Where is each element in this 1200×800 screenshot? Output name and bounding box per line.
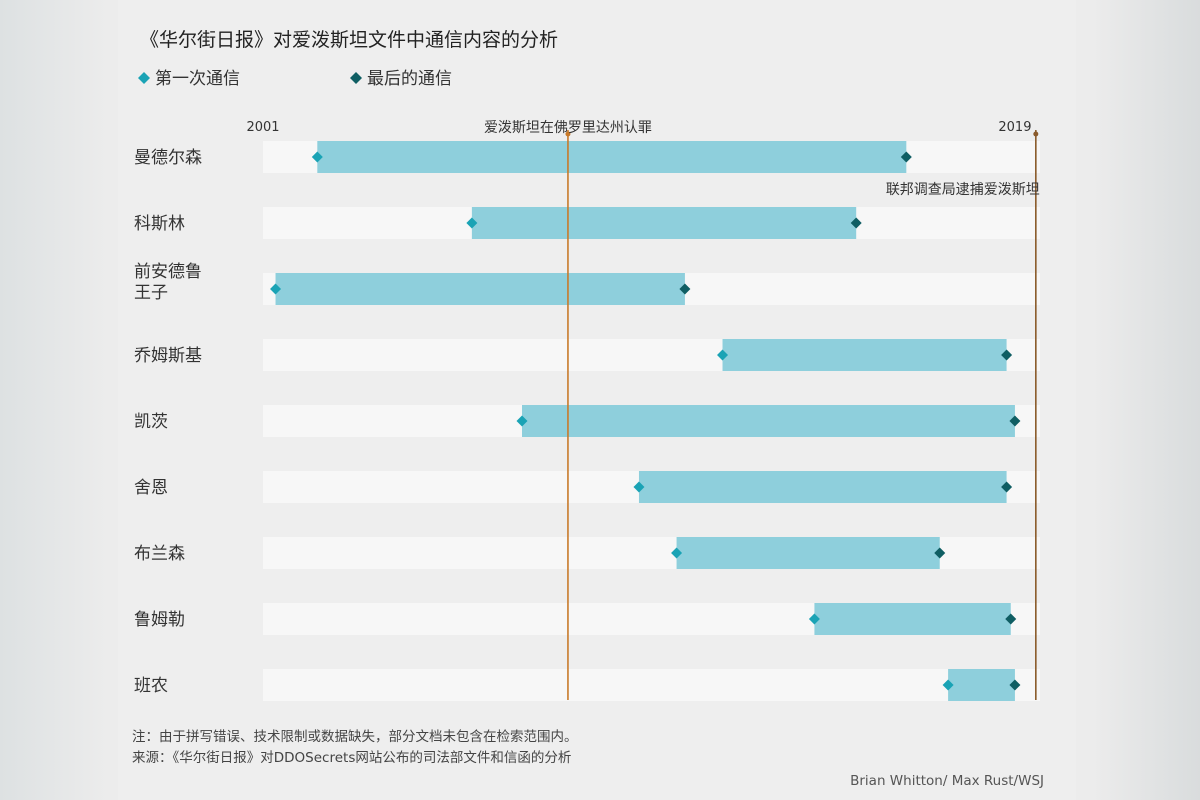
range-bar (948, 669, 1015, 701)
first-contact-marker (466, 217, 478, 229)
chart-title: 《华尔街日报》对爱泼斯坦文件中通信内容的分析 (140, 29, 558, 51)
first-contact-marker (270, 283, 282, 295)
range-bar (722, 339, 1007, 371)
row-label: 布兰森 (134, 544, 185, 564)
year-ticks: 2001 2019 (246, 120, 1031, 135)
annotation-label: 联邦调查局逮捕爱泼斯坦 (886, 182, 1040, 198)
annotation-dot (1033, 131, 1039, 137)
legend: 第一次通信 最后的通信 (138, 69, 452, 89)
last-contact-marker (934, 547, 946, 559)
last-contact-marker (1001, 481, 1013, 493)
first-contact-marker (633, 481, 645, 493)
legend-marker-icon (350, 72, 362, 84)
range-chart: 《华尔街日报》对爱泼斯坦文件中通信内容的分析 第一次通信 最后的通信 曼德尔森科斯… (132, 29, 1044, 789)
row-label: 凯茨 (134, 412, 168, 432)
credit-line: Brian Whitton/ Max Rust/WSJ (850, 773, 1044, 789)
source-note: 来源：《华尔街日报》对DDOSecrets网站公布的司法部文件和信函的分析 (132, 750, 571, 766)
row-label: 舍恩 (134, 478, 168, 498)
legend-label: 最后的通信 (367, 69, 452, 89)
first-contact-marker (808, 613, 820, 625)
range-bar (638, 471, 1007, 503)
year-tick-label: 2001 (246, 120, 279, 135)
row-label: 曼德尔森 (134, 148, 202, 168)
year-tick-label: 2019 (998, 120, 1031, 135)
first-contact-marker (942, 679, 954, 691)
range-bar (275, 273, 685, 305)
range-bar (522, 405, 1015, 437)
last-contact-marker (1005, 613, 1017, 625)
last-contact-marker (850, 217, 862, 229)
first-contact-marker (516, 415, 528, 427)
markers (270, 151, 1021, 691)
row-label: 前安德鲁王子 (134, 262, 202, 303)
annotation-dot (565, 131, 571, 137)
row-label: 鲁姆勒 (134, 610, 185, 630)
range-bar (317, 141, 907, 173)
annotation-label: 爱泼斯坦在佛罗里达州认罪 (484, 120, 652, 136)
first-contact-marker (717, 349, 729, 361)
row-track (263, 669, 1040, 701)
range-bar (471, 207, 857, 239)
range-bar (676, 537, 940, 569)
last-contact-marker (1001, 349, 1013, 361)
footnote: 注：由于拼写错误、技术限制或数据缺失，部分文档未包含在检索范围内。 (132, 729, 578, 745)
row-label: 科斯林 (134, 214, 185, 234)
row-label: 乔姆斯基 (134, 346, 202, 366)
range-bars (275, 141, 1015, 701)
legend-marker-icon (138, 72, 150, 84)
row-label: 班农 (134, 676, 168, 696)
annotation-lines (565, 130, 1039, 700)
first-contact-marker (671, 547, 683, 559)
chart-card: 《华尔街日报》对爱泼斯坦文件中通信内容的分析 第一次通信 最后的通信 曼德尔森科斯… (118, 0, 1076, 800)
last-contact-marker (679, 283, 691, 295)
first-contact-marker (311, 151, 323, 163)
last-contact-marker (1009, 415, 1021, 427)
last-contact-marker (900, 151, 912, 163)
range-bar (814, 603, 1011, 635)
legend-label: 第一次通信 (155, 69, 240, 89)
last-contact-marker (1009, 679, 1021, 691)
